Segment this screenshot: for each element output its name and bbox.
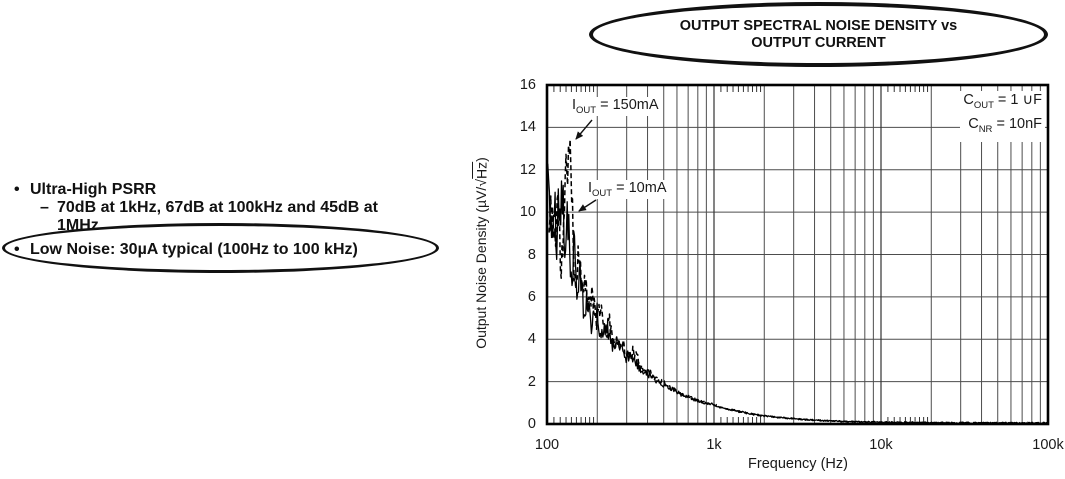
chart-title-ellipse: OUTPUT SPECTRAL NOISE DENSITY vs OUTPUT … [589, 2, 1048, 67]
bullet-icon: • [14, 181, 20, 198]
iout-150-annotation: IOUT = 150mA [570, 97, 661, 116]
y-tick-10: 10 [519, 204, 536, 221]
annotation-symbol: C [968, 116, 979, 133]
annotation-value: = 10nF [992, 116, 1042, 133]
y-tick-0: 0 [527, 416, 536, 432]
y-tick-12: 12 [519, 161, 536, 178]
test-conditions-annotation: COUT = 1 ∪F CNR = 10nF [960, 91, 1045, 142]
y-tick-6: 6 [527, 288, 536, 305]
y-tick-16: 16 [519, 77, 536, 93]
feature-ultra-high-psrr: • Ultra-High PSRR [14, 181, 156, 199]
x-tick-1k: 1k [706, 437, 722, 453]
y-axis-label: Output Noise Density (µV/√Hz) [471, 157, 489, 349]
dash-icon: – [40, 199, 49, 216]
y-tick-8: 8 [527, 246, 536, 263]
series-iout-150ma [548, 138, 1048, 424]
y-tick-14: 14 [519, 119, 536, 136]
y-axis-label-close: ) [473, 157, 489, 162]
annotation-value: = 150mA [596, 97, 659, 113]
y-axis-label-text: Output Noise Density (µV/√ [473, 178, 489, 349]
low-noise-highlight-ellipse [2, 223, 439, 273]
annotation-symbol: I [572, 97, 577, 113]
annotation-value: = 1 ∪F [993, 92, 1042, 108]
iout-150-arrow [575, 119, 593, 140]
x-tick-100: 100 [534, 437, 560, 453]
x-tick-100k: 100k [1032, 437, 1064, 453]
x-axis-label: Frequency (Hz) [748, 456, 848, 472]
annotation-symbol: C [963, 92, 974, 108]
annotation-subscript: NR [978, 124, 993, 136]
annotation-subscript: OUT [592, 187, 613, 199]
y-axis-label-overline: Hz [471, 161, 489, 179]
cout-condition: COUT = 1 ∪F [963, 91, 1042, 115]
annotation-subscript: OUT [973, 99, 994, 111]
annotation-value: = 10mA [612, 180, 667, 196]
annotation-subscript: OUT [576, 104, 597, 116]
series-iout-10ma [547, 163, 1048, 424]
feature-psrr-detail: –70dB at 1kHz, 67dB at 100kHz and 45dB a… [40, 199, 378, 217]
y-tick-4: 4 [527, 331, 536, 348]
chart-title-line2: OUTPUT CURRENT [751, 34, 886, 51]
feature-text: Ultra-High PSRR [30, 181, 157, 198]
chart-title-line1: OUTPUT SPECTRAL NOISE DENSITY vs [679, 17, 958, 34]
y-tick-2: 2 [527, 373, 536, 390]
iout-10-annotation: IOUT = 10mA [586, 180, 669, 199]
feature-text: 70dB at 1kHz, 67dB at 100kHz and 45dB at [57, 199, 379, 216]
annotation-symbol: I [588, 180, 593, 196]
x-tick-10k: 10k [869, 437, 893, 453]
iout-10-arrow [578, 199, 597, 212]
cnr-condition: CNR = 10nF [963, 115, 1042, 139]
